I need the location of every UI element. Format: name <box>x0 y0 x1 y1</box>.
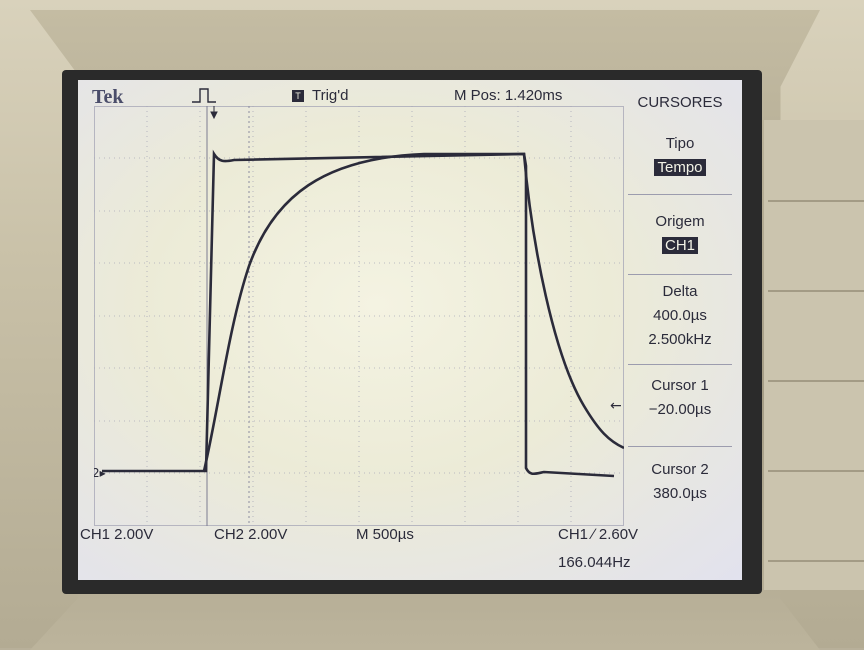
trigger-position-marker <box>210 106 218 120</box>
delta-label: Delta <box>662 283 698 300</box>
cursor-2-value: 380.0µs <box>653 485 707 502</box>
menu-item-tipo[interactable]: Tipo Tempo <box>624 132 736 180</box>
menu-button-strip <box>764 120 864 590</box>
trigger-status-label: Trig'd <box>312 87 349 104</box>
tipo-value: Tempo <box>654 159 706 176</box>
ch2-waveform <box>202 152 624 472</box>
timebase: M 500µs <box>356 526 414 543</box>
tipo-label: Tipo <box>665 135 695 152</box>
delta-frequency: 2.500kHz <box>648 331 712 348</box>
ch2-scale: CH2 2.00V <box>214 526 288 543</box>
delta-time: 400.0µs <box>653 307 707 324</box>
trigger-level-marker: ← <box>610 398 622 414</box>
oscilloscope-screen: Tek T Trig'd M Pos: 1.420ms 2▸ <box>78 80 742 580</box>
horizontal-position: M Pos: 1.420ms <box>454 87 563 104</box>
origem-label: Origem <box>655 213 705 230</box>
origem-value: CH1 <box>661 237 698 254</box>
brand-logo: Tek <box>92 86 124 108</box>
trigger-setting: CH1 ∕ 2.60V <box>558 526 639 543</box>
cursor-menu: CURSORES Tipo Tempo Origem CH1 Delta 400… <box>624 94 736 524</box>
menu-item-delta: Delta 400.0µs 2.500kHz <box>624 280 736 352</box>
ch1-scale: CH1 2.00V <box>80 526 154 543</box>
menu-item-cursor-2[interactable]: Cursor 2 380.0µs <box>624 458 736 506</box>
ch1-waveform <box>102 149 615 478</box>
waveform-display: 2▸ ← <box>94 106 624 526</box>
menu-item-origem[interactable]: Origem CH1 <box>624 210 736 258</box>
trigger-status: T Trig'd <box>292 87 348 104</box>
graticule <box>94 106 624 526</box>
trigger-pulse-icon <box>192 88 216 103</box>
cursor-1-label: Cursor 1 <box>651 377 709 394</box>
cursor-2-label: Cursor 2 <box>651 461 709 478</box>
menu-item-cursor-1[interactable]: Cursor 1 −20.00µs <box>624 374 736 422</box>
frequency-readout: 166.044Hz <box>558 554 631 571</box>
menu-title: CURSORES <box>637 94 723 111</box>
cursor-1-value: −20.00µs <box>648 401 712 418</box>
ch1-ground-marker: 2▸ <box>94 466 106 480</box>
trigger-icon: T <box>292 90 304 103</box>
